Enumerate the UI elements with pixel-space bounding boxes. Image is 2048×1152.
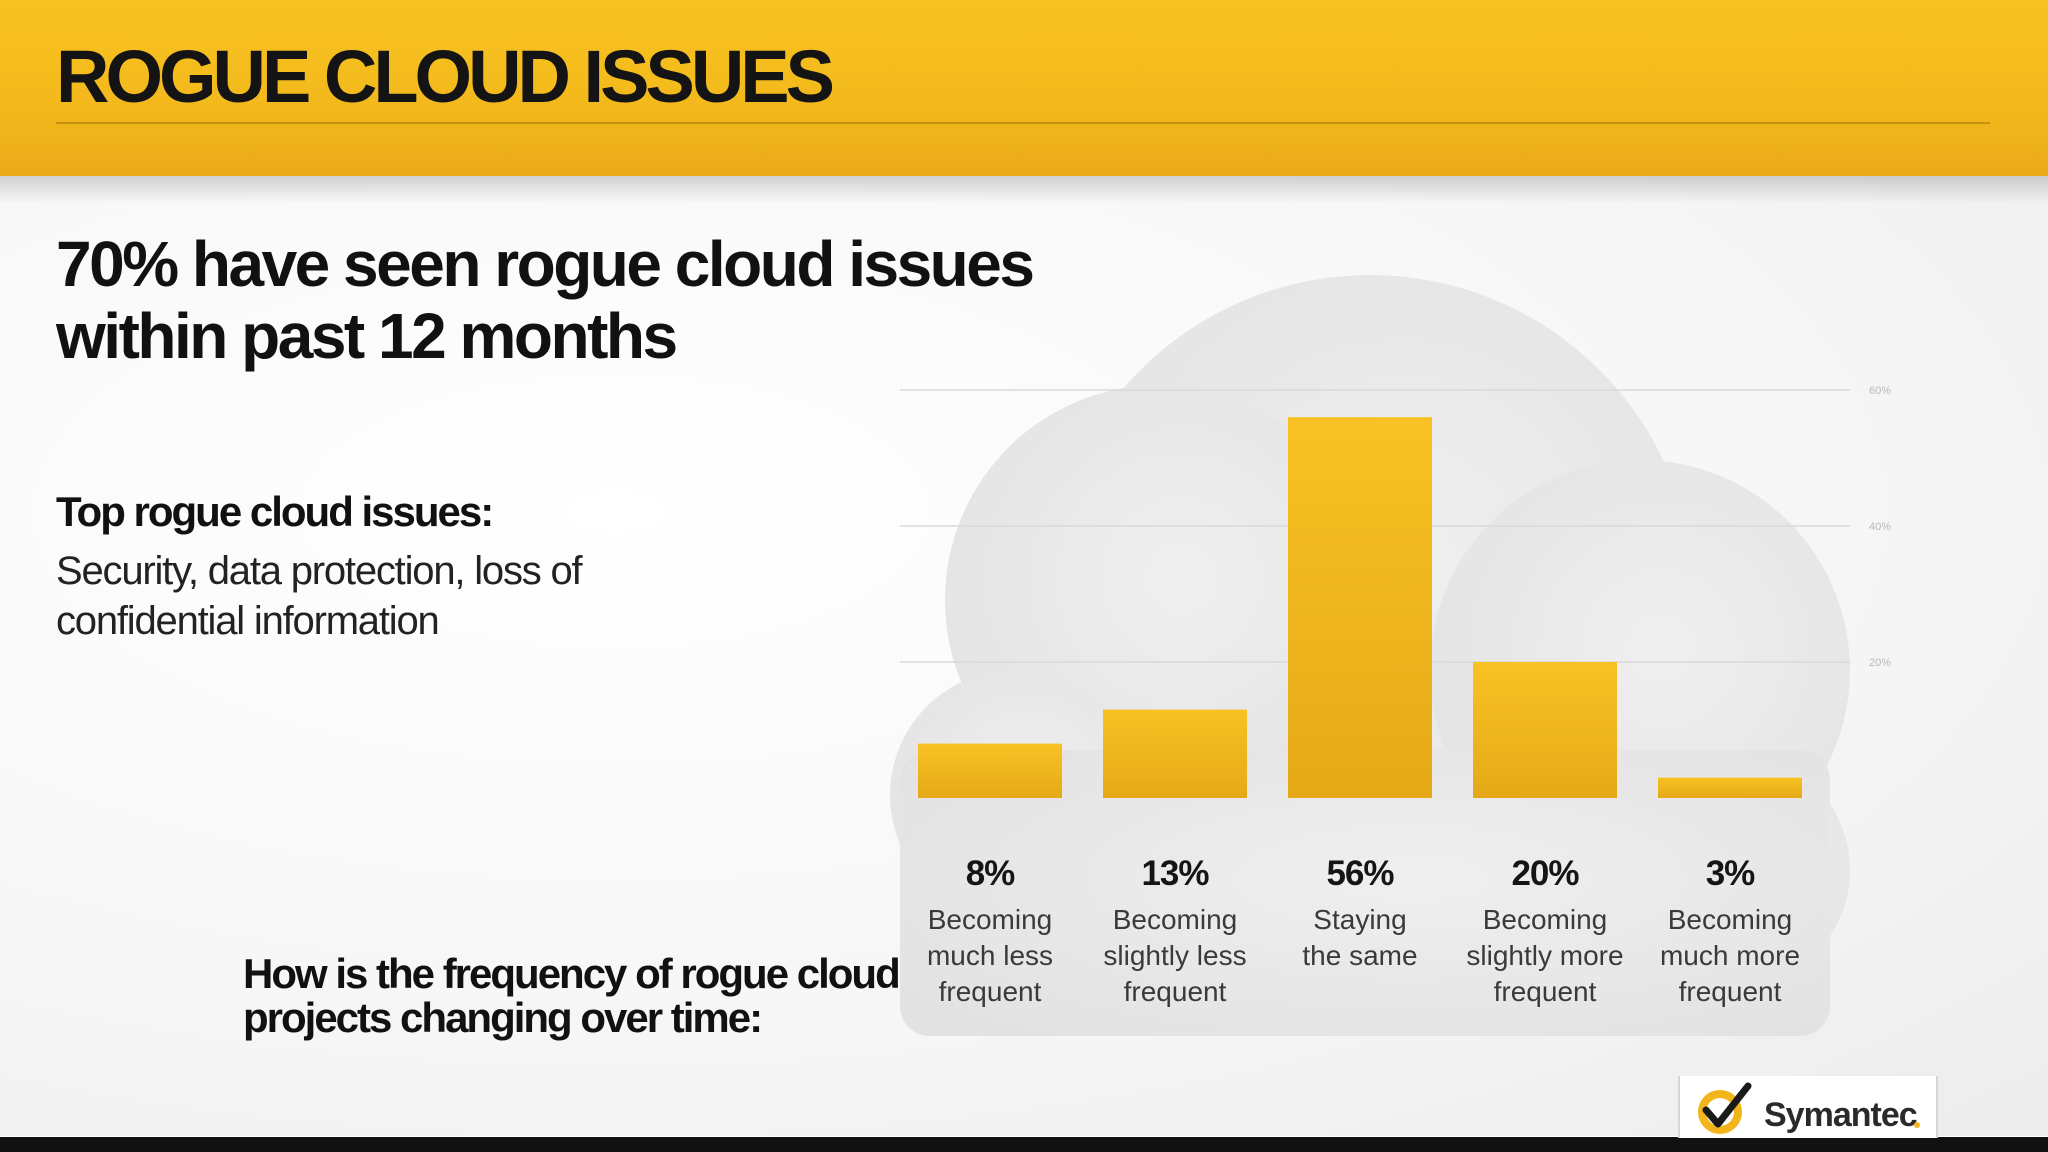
bar-value-label: 3% xyxy=(1705,854,1756,893)
category-label-line: slightly less xyxy=(1103,940,1247,971)
y-tick-label: 20% xyxy=(1869,657,1891,669)
bar-2 xyxy=(1103,709,1247,798)
category-label-line: the same xyxy=(1302,940,1418,971)
bar-category-label: Becoming slightly more frequent xyxy=(1440,902,1650,1010)
bar-1 xyxy=(918,743,1062,798)
category-label-line: Becoming xyxy=(927,904,1053,935)
bar-value-label: 8% xyxy=(965,854,1016,893)
bar-category-label: Staying the same xyxy=(1255,902,1465,974)
chart-question: How is the frequency of rogue cloud proj… xyxy=(243,950,901,1041)
bar-value-label: 20% xyxy=(1511,854,1579,893)
category-label-line: frequent xyxy=(1493,976,1597,1007)
category-label-line: much less xyxy=(926,940,1054,971)
headline: 70% have seen rogue cloud issues within … xyxy=(56,228,1035,372)
bar-5 xyxy=(1658,777,1802,798)
bar-value-label: 13% xyxy=(1141,854,1209,893)
bar-value-label: 56% xyxy=(1326,854,1394,893)
y-tick-label: 40% xyxy=(1869,521,1891,533)
bar-layer xyxy=(918,417,1802,798)
bar-3 xyxy=(1288,417,1432,798)
category-label-line: frequent xyxy=(938,976,1042,1007)
slide-title: ROGUE CLOUD ISSUES xyxy=(56,35,835,118)
header-band xyxy=(0,0,2048,176)
category-label-line: slightly more xyxy=(1466,940,1624,971)
logo-dot xyxy=(1914,1122,1920,1128)
header-divider xyxy=(56,122,1990,124)
category-label-line: Staying xyxy=(1313,904,1407,935)
category-label-line: Becoming xyxy=(1482,904,1608,935)
bar-chart: 20% 40% 60% xyxy=(900,385,1891,798)
bar-4 xyxy=(1473,662,1617,798)
footer-bar xyxy=(0,1137,2048,1152)
logo-wordmark: Symantec xyxy=(1764,1096,1918,1134)
top-issues-text: Security, data protection, loss of confi… xyxy=(56,549,583,643)
category-label-line: frequent xyxy=(1123,976,1227,1007)
logo: Symantec xyxy=(1678,1076,1938,1138)
header-shadow xyxy=(0,176,2048,204)
category-label-line: Becoming xyxy=(1667,904,1793,935)
category-label-line: frequent xyxy=(1678,976,1782,1007)
y-tick-label: 60% xyxy=(1869,385,1891,397)
bar-category-label: Becoming much more frequent xyxy=(1625,902,1835,1010)
bar-category-label: Becoming slightly less frequent xyxy=(1070,902,1280,1010)
category-label-line: Becoming xyxy=(1112,904,1238,935)
top-issues-heading: Top rogue cloud issues: xyxy=(56,488,494,535)
category-label-line: much more xyxy=(1659,940,1801,971)
bar-category-label: Becoming much less frequent xyxy=(885,902,1095,1010)
checkmark-logo-icon xyxy=(1698,1082,1752,1134)
